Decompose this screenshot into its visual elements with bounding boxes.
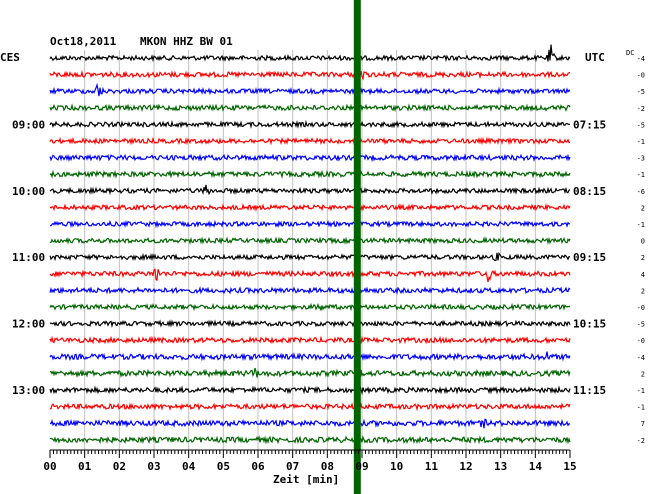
dc-offset-label: -6 (637, 188, 645, 196)
left-hour-label: 09:00 (12, 118, 45, 131)
header-station: MKON HHZ BW 01 (140, 35, 233, 48)
x-axis: 00 01 02 03 04 05 06 07 08 09 10 11 12 13 14 15 (43, 449, 577, 473)
dc-offset-label: 2 (641, 370, 645, 378)
x-tick-label: 12 (459, 460, 472, 473)
right-hour-label: 10:15 (573, 318, 606, 331)
seismic-trace (49, 418, 571, 429)
dc-offset-label: -4 (637, 55, 645, 63)
dc-offset-labels: -4 -0 -5 -2 -5 -1 -3 -1 -6 2 -1 0 2 4 2 -0 -5 -0 -4 2 -1 -1 7 -… (637, 55, 645, 445)
x-tick-label: 06 (251, 460, 265, 473)
right-timezone-label: UTC (585, 51, 605, 64)
x-tick-label: 10 (390, 460, 403, 473)
seismic-trace (49, 251, 571, 262)
right-hour-label: 07:15 (573, 118, 606, 131)
x-tick-label: 07 (286, 460, 299, 473)
dc-offset-label: -3 (637, 155, 645, 163)
dc-offset-label: -5 (637, 88, 645, 96)
seismic-trace (49, 236, 571, 245)
seismic-trace (49, 286, 571, 295)
dc-offset-label: -4 (637, 354, 645, 362)
x-tick-label: 01 (78, 460, 92, 473)
left-timezone-label: CES (0, 51, 20, 64)
dc-offset-label: 2 (641, 204, 645, 212)
seismic-trace (49, 302, 571, 312)
seismic-trace (49, 366, 571, 380)
dc-offset-label: 7 (641, 420, 645, 428)
seismic-trace (49, 335, 571, 345)
seismic-trace (49, 268, 571, 283)
seismic-trace (49, 119, 571, 129)
x-tick-label: 05 (217, 460, 230, 473)
x-tick-label: 08 (321, 460, 334, 473)
seismic-trace (49, 402, 571, 412)
traces (49, 44, 571, 445)
x-axis-label: Zeit [min] (273, 473, 339, 486)
x-tick-label: 04 (182, 460, 196, 473)
dc-offset-label: -1 (637, 221, 645, 229)
right-hour-label: 08:15 (573, 185, 606, 198)
seismic-trace (49, 103, 571, 113)
seismic-trace (49, 435, 571, 445)
grid-lines (84, 50, 536, 450)
time-marker-bar (353, 0, 361, 494)
dc-offset-label: -0 (637, 72, 645, 80)
x-tick-label: 14 (529, 460, 543, 473)
dc-offset-label: -1 (637, 138, 645, 146)
seismic-trace (49, 44, 571, 63)
dc-offset-label: 2 (641, 287, 645, 295)
seismic-trace (49, 351, 571, 362)
seismic-trace (49, 169, 571, 179)
x-tick-label: 15 (563, 460, 576, 473)
dc-label: DC (626, 49, 634, 57)
dc-offset-label: -1 (637, 404, 645, 412)
seismic-trace (49, 153, 571, 163)
dc-offset-label: -2 (637, 105, 645, 113)
seismic-trace (50, 219, 571, 229)
left-hour-label: 11:00 (12, 251, 45, 264)
dc-offset-label: -5 (637, 321, 645, 329)
dc-offset-label: -5 (637, 121, 645, 129)
seismic-trace (49, 136, 571, 146)
dc-offset-label: -1 (637, 171, 645, 179)
left-hour-labels: 09:00 10:00 11:00 12:00 13:00 (12, 118, 45, 397)
x-tick-label: 13 (494, 460, 507, 473)
dc-offset-label: 0 (641, 238, 645, 246)
seismic-trace (49, 319, 571, 328)
dc-offset-label: -2 (637, 437, 645, 445)
seismic-trace (49, 203, 571, 212)
left-hour-label: 13:00 (12, 384, 45, 397)
right-hour-labels: 07:15 08:15 09:15 10:15 11:15 (573, 118, 606, 397)
seismic-trace (49, 82, 571, 97)
header-date: Oct18,2011 (50, 35, 117, 48)
x-tick-label: 09 (355, 460, 368, 473)
dc-offset-label: -0 (637, 337, 645, 345)
left-hour-label: 10:00 (12, 185, 45, 198)
dc-offset-label: -1 (637, 387, 645, 395)
x-tick-label: 02 (113, 460, 126, 473)
dc-offset-label: -0 (637, 304, 645, 312)
left-hour-label: 12:00 (12, 318, 45, 331)
seismic-trace (49, 184, 571, 196)
dc-offset-label: 4 (641, 271, 645, 279)
right-hour-label: 11:15 (573, 384, 606, 397)
seismic-trace (49, 69, 571, 81)
x-tick-label: 03 (147, 460, 160, 473)
x-tick-label: 11 (425, 460, 439, 473)
seismic-trace (49, 384, 571, 396)
right-hour-label: 09:15 (573, 251, 606, 264)
dc-offset-label: 2 (641, 254, 645, 262)
x-tick-label: 00 (43, 460, 56, 473)
